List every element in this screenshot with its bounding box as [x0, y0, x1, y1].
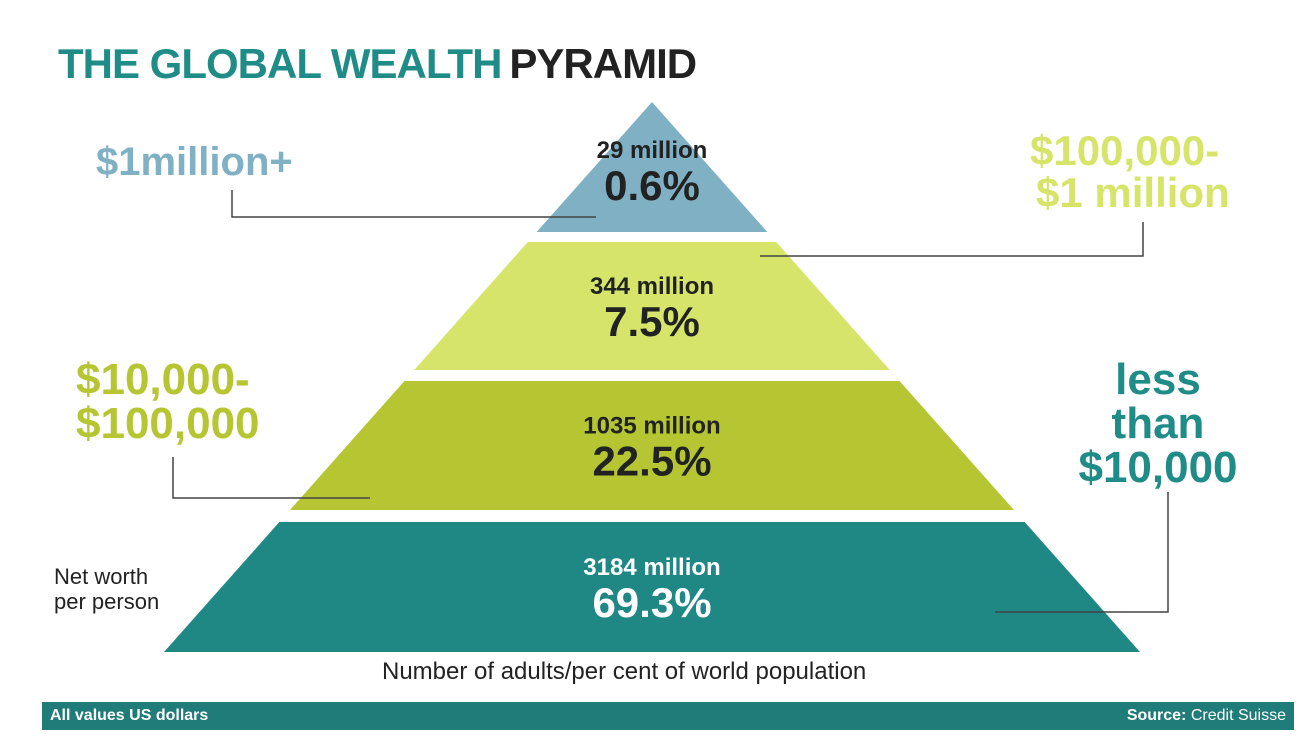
title-part-2: PYRAMID — [509, 40, 697, 87]
pyramid-tier-middle — [289, 381, 1015, 510]
footer-source: Source: Credit Suisse — [1126, 707, 1286, 724]
tier-label-base: less than $10,000 — [1078, 355, 1238, 492]
tier-label-upper: $100,000- $1 million — [1030, 127, 1230, 216]
tier-adults-upper: 344 million — [590, 273, 714, 300]
tier-percent-upper: 7.5% — [604, 298, 700, 345]
leader-line-top — [231, 190, 596, 218]
leader-line-base — [995, 492, 1169, 613]
leader-line-upper — [760, 222, 1144, 257]
chart-title: THE GLOBAL WEALTH PYRAMID — [58, 40, 697, 88]
title-part-1: THE GLOBAL WEALTH — [58, 40, 502, 87]
tier-label-middle: $10,000- $100,000 — [76, 355, 260, 448]
net-worth-note: Net worth per person — [54, 564, 160, 615]
leader-line-middle — [172, 457, 370, 499]
tier-label-top: $1million+ — [96, 140, 293, 184]
tier-adults-top: 29 million — [597, 137, 708, 164]
footer-currency-note: All values US dollars — [50, 707, 209, 724]
x-caption: Number of adults/per cent of world popul… — [382, 658, 867, 685]
tier-adults-middle: 1035 million — [583, 413, 720, 440]
pyramid-tier-base — [164, 522, 1140, 652]
tier-percent-middle: 22.5% — [592, 438, 711, 485]
footer-bar: All values US dollars Source: Credit Sui… — [42, 702, 1294, 730]
pyramid-tier-top — [536, 102, 768, 232]
pyramid-tier-upper — [414, 242, 890, 370]
tier-percent-base: 69.3% — [592, 579, 711, 626]
tier-adults-base: 3184 million — [583, 554, 720, 581]
tier-percent-top: 0.6% — [604, 162, 700, 209]
